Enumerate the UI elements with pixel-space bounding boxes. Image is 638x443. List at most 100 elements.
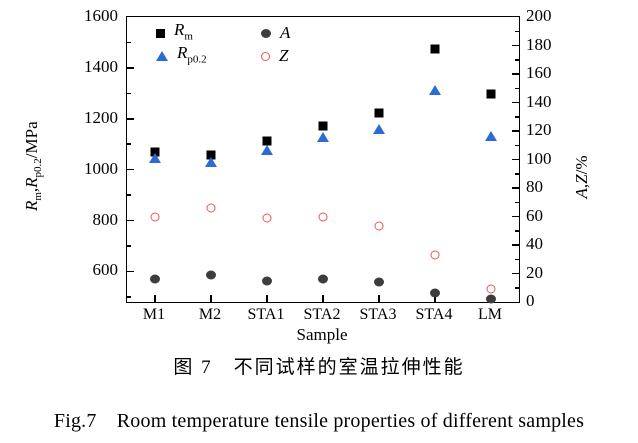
x-axis-title: Sample (296, 325, 348, 344)
legend-entry-z: Z (261, 46, 290, 65)
right-axis-minor-tick (515, 144, 519, 146)
x-axis-category-label: LM (478, 306, 502, 323)
right-axis-minor-tick (515, 30, 519, 32)
right-axis-major-tick (512, 101, 519, 104)
right-axis-tick-label: 80 (526, 177, 543, 196)
left-axis-minor-tick (127, 143, 131, 145)
left-axis-title-symbol-rp02: R (21, 177, 41, 188)
data-point-z-sta1 (262, 213, 272, 223)
data-point-rm-lm (486, 89, 496, 99)
legend-label-a-main: A (280, 23, 291, 42)
legend-label-z-main: Z (279, 46, 289, 65)
left-axis-major-tick (127, 219, 134, 222)
x-axis-tick (210, 295, 212, 302)
data-point-rp02-sta1 (261, 145, 273, 156)
caption-english: Fig.7 Room temperature tensile propertie… (53, 410, 585, 432)
right-axis-minor-tick (515, 230, 519, 232)
left-axis-title-comma: , (21, 187, 41, 193)
left-axis-title-sub-m: m (32, 192, 45, 201)
data-point-a-sta3 (374, 277, 384, 287)
x-axis-category-label: STA1 (247, 306, 285, 323)
data-point-z-sta3 (374, 221, 384, 231)
data-point-z-sta2 (318, 212, 328, 221)
data-point-rp02-lm (485, 130, 497, 141)
x-axis-tick (266, 295, 268, 302)
left-axis-title-sub-p02: p0.2 (32, 158, 45, 178)
right-axis-tick-label: 200 (526, 6, 552, 25)
left-axis-minor-tick (127, 194, 131, 196)
data-point-rp02-m2 (205, 156, 217, 167)
data-point-z-lm (486, 284, 496, 294)
right-axis-tick-label: 140 (526, 91, 552, 111)
legend-label-rp02: Rp0.2 (177, 42, 207, 67)
right-axis-minor-tick (515, 116, 519, 118)
legend-label-rm-sub: m (184, 30, 193, 43)
data-point-rp02-sta2 (317, 131, 329, 142)
data-point-rp02-m1 (149, 152, 161, 163)
rm-square-marker-icon (156, 28, 165, 38)
data-point-rm-sta3 (374, 108, 384, 118)
left-axis-title-unit: /MPa (21, 121, 41, 159)
data-point-rm-sta1 (262, 136, 272, 146)
left-axis-minor-tick (127, 296, 131, 298)
data-point-a-lm (486, 294, 496, 304)
data-point-rm-m2 (206, 150, 216, 160)
left-axis-major-tick (127, 67, 134, 69)
left-axis-major-tick (127, 168, 134, 171)
left-axis-tick-label: 600 (92, 260, 119, 280)
legend-label-a: A (280, 23, 291, 42)
a-circle-marker-icon (261, 28, 271, 38)
right-axis-tick-label: 100 (526, 148, 552, 168)
right-axis-major-tick (512, 158, 519, 161)
right-axis-minor-tick (515, 201, 519, 203)
data-point-rm-sta2 (318, 121, 328, 131)
data-point-a-m1 (150, 274, 160, 284)
caption-chinese: 图 7 不同试样的室温拉伸性能 (173, 357, 465, 378)
x-axis-tick (154, 295, 156, 302)
left-axis-major-tick (127, 118, 134, 120)
left-axis-minor-tick (127, 41, 131, 44)
right-axis-tick-label: 20 (526, 262, 543, 282)
right-axis-major-tick (512, 44, 519, 47)
right-axis-tick-label: 120 (526, 120, 552, 139)
right-axis-major-tick (512, 272, 519, 275)
x-axis-category-label: STA4 (415, 306, 453, 323)
rp02-triangle-marker-icon (156, 51, 168, 61)
data-point-z-m2 (206, 203, 216, 213)
right-axis-major-tick (512, 73, 519, 75)
legend-label-rp02-sub: p0.2 (187, 53, 207, 66)
x-axis-tick (322, 295, 324, 302)
x-axis-category-label: M2 (198, 306, 222, 323)
left-axis-tick-label: 1200 (84, 107, 118, 127)
left-axis-title-symbol-rm: R (21, 200, 41, 212)
legend-label-rp02-main: R (177, 42, 188, 62)
legend-entry-rp02: Rp0.2 (156, 42, 207, 67)
right-axis-minor-tick (515, 173, 519, 175)
left-axis-tick-label: 1400 (84, 56, 118, 76)
right-axis-minor-tick (515, 287, 519, 289)
x-axis-category-label: M1 (142, 306, 166, 323)
right-axis-tick-label: 0 (526, 291, 535, 310)
left-axis-minor-tick (127, 92, 131, 95)
data-point-a-m2 (206, 270, 216, 280)
plot-area: Rm Rp0.2 A Z (126, 16, 520, 304)
left-axis-tick-label: 1000 (84, 158, 118, 178)
right-axis-tick-label: 40 (526, 234, 543, 253)
data-point-rp02-sta3 (373, 124, 385, 135)
legend-label-rm-main: R (174, 19, 185, 39)
right-axis-minor-tick (515, 258, 519, 260)
left-axis-tick-label: 1600 (84, 6, 118, 25)
left-axis-title: Rm,Rp0.2/MPa (22, 66, 44, 266)
legend-label-rm: Rm (174, 19, 193, 44)
data-point-z-m1 (150, 212, 160, 221)
right-axis-tick-label: 180 (526, 34, 552, 54)
right-axis-major-tick (512, 187, 519, 189)
x-axis-category-label: STA2 (303, 306, 341, 323)
legend-label-z: Z (279, 46, 289, 65)
right-axis-tick-label: 160 (526, 63, 552, 82)
legend-entry-rm: Rm (156, 19, 207, 44)
data-point-rp02-sta4 (429, 84, 441, 95)
right-axis-minor-tick (515, 59, 519, 61)
data-point-rm-m1 (150, 147, 160, 157)
